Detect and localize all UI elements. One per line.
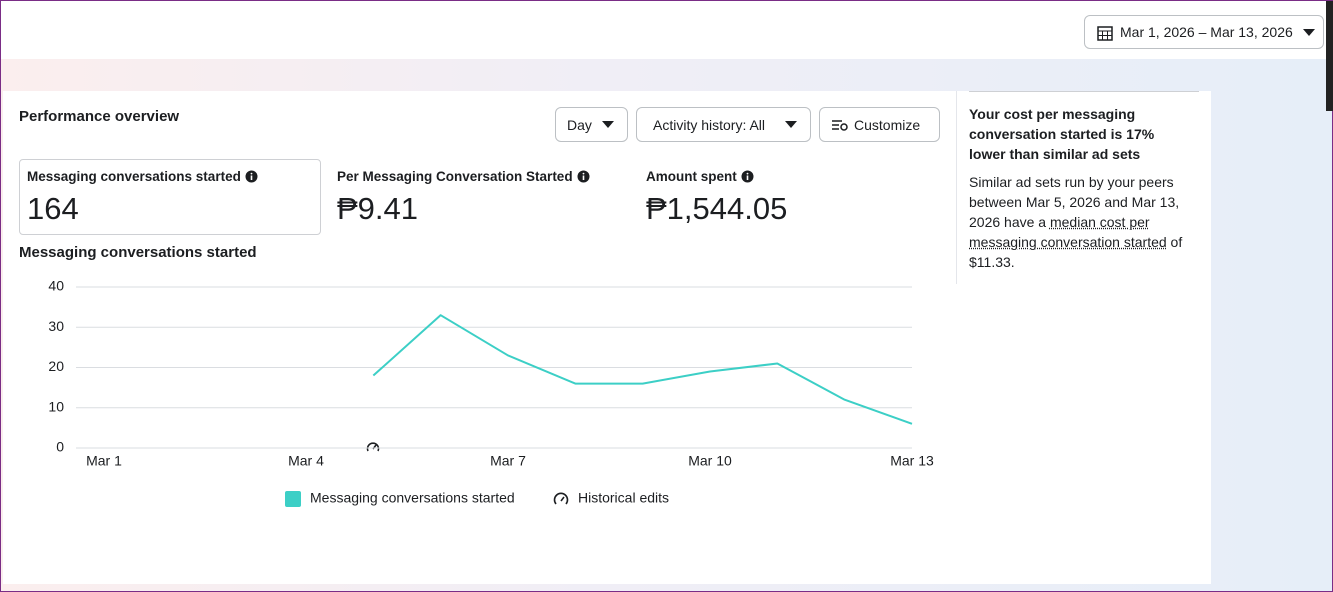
legend-icon xyxy=(555,493,568,504)
insight-body: Similar ad sets run by your peers betwee… xyxy=(969,172,1197,272)
legend-label: Historical edits xyxy=(578,490,669,506)
divider xyxy=(969,91,1199,92)
y-tick-label: 20 xyxy=(48,358,64,374)
x-tick-label: Mar 13 xyxy=(890,453,934,469)
y-tick-label: 30 xyxy=(48,318,64,334)
date-range: Mar 1, 2026 – Mar 13, 2026 xyxy=(1120,24,1293,40)
x-tick-label: Mar 10 xyxy=(688,453,732,469)
gauge-needle xyxy=(561,497,564,501)
y-tick-label: 40 xyxy=(48,278,64,294)
y-tick-label: 0 xyxy=(56,439,64,455)
legend-label: Messaging conversations started xyxy=(310,490,515,506)
insight-panel xyxy=(956,91,1211,584)
calendar-icon xyxy=(1097,25,1113,41)
legend-swatch xyxy=(285,491,301,507)
y-tick-label: 10 xyxy=(48,398,64,414)
insight-title: Your cost per messaging conversation sta… xyxy=(969,104,1194,164)
scrollbar xyxy=(1326,1,1333,111)
gauge-arc xyxy=(555,493,568,504)
legend: Messaging conversations started Historica… xyxy=(285,490,669,507)
date-range-picker[interactable]: Mar 1, 2026 – Mar 13, 2026 xyxy=(1084,15,1324,49)
dropdown-arrow xyxy=(1303,29,1315,37)
historical-edit-marker[interactable] xyxy=(368,443,379,451)
chart: 0 10 20 30 40 Mar 1 Mar 4 Mar 7 Mar 10 Mar 13 Mess… xyxy=(1,1,956,584)
x-tick-label: Mar 4 xyxy=(288,453,324,469)
x-tick-label: Mar 1 xyxy=(86,453,122,469)
x-tick-label: Mar 7 xyxy=(490,453,526,469)
divider xyxy=(956,91,957,284)
